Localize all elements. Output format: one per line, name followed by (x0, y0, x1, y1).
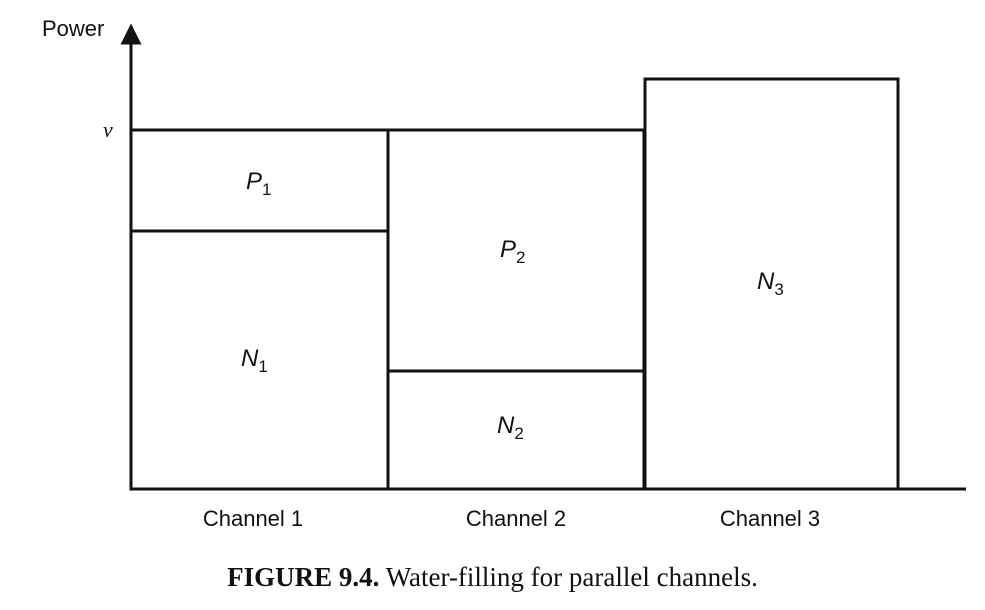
y-axis-label: Power (42, 16, 104, 41)
channel-1-label: Channel 1 (203, 506, 303, 531)
n1-label: N1 (241, 345, 268, 376)
p2-label: P2 (500, 236, 525, 267)
n3-label: N3 (757, 268, 784, 299)
figure-caption-text: Water-filling for parallel channels. (385, 562, 758, 592)
water-level-label: ν (103, 117, 113, 142)
channel-2-label: Channel 2 (466, 506, 566, 531)
figure-caption-label: FIGURE 9.4. (227, 562, 380, 592)
p1-label: P1 (246, 168, 271, 199)
channel-3-noise-block (643, 77, 900, 491)
n2-label: N2 (497, 412, 524, 443)
figure-caption: FIGURE 9.4. Water-filling for parallel c… (0, 562, 985, 593)
water-filling-diagram: Power ν P1 N1 P2 N2 N3 Channel 1 Channel… (42, 16, 966, 531)
channel-3-label: Channel 3 (720, 506, 820, 531)
